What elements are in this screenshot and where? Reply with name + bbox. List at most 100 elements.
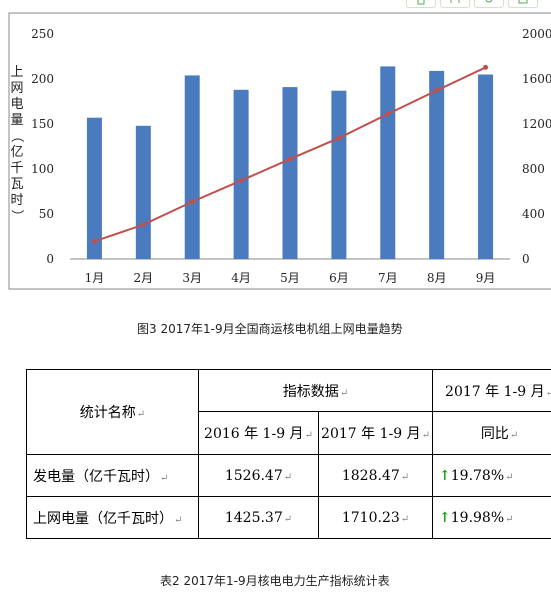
floating-toolbar bbox=[406, 0, 551, 10]
x-tick-label: 4月 bbox=[231, 271, 251, 285]
line-point bbox=[91, 238, 97, 244]
copy-icon[interactable] bbox=[406, 0, 436, 8]
return-mark: ↵ bbox=[505, 513, 514, 525]
line-point bbox=[385, 111, 391, 117]
y-tick-label: 150 bbox=[31, 117, 54, 131]
bar-series bbox=[86, 66, 494, 260]
bar bbox=[184, 75, 200, 260]
x-tick-label: 6月 bbox=[329, 271, 349, 285]
bar bbox=[135, 125, 151, 259]
x-tick-label: 2月 bbox=[134, 271, 154, 285]
line-point bbox=[189, 199, 195, 205]
row-2016: 1526.47↵ bbox=[198, 454, 319, 497]
power-trend-chart: 250 200 150 100 50 0 2000 1600 1200 800 400 0 1月 2月… bbox=[8, 12, 551, 290]
y-tick-label: 200 bbox=[31, 72, 54, 86]
y2-tick-label: 800 bbox=[522, 162, 545, 176]
y2-tick-label: 400 bbox=[522, 207, 545, 221]
return-mark: ↵ bbox=[400, 513, 410, 525]
y-tick-label: 0 bbox=[46, 252, 54, 266]
bar bbox=[429, 70, 445, 260]
table-subheader-row: 2016 年 1-9 月↵ 2017 年 1-9 月↵ 同比↵ bbox=[27, 411, 551, 455]
y-label-char: 量 bbox=[10, 113, 23, 128]
y2-tick-label: 0 bbox=[522, 252, 530, 266]
return-mark: ↵ bbox=[283, 471, 293, 483]
row-yoy: ↑19.78%↵ bbox=[432, 454, 551, 497]
header-name-label: 统计名称 bbox=[79, 405, 136, 421]
y2-tick-label: 1200 bbox=[522, 117, 551, 131]
return-mark: ↵ bbox=[304, 430, 313, 441]
table-row: 发电量（亿千瓦时）↵ 1526.47↵ 1828.47↵ ↑19.78%↵ bbox=[26, 454, 551, 497]
x-tick-label: 5月 bbox=[280, 271, 300, 285]
row-yoy-value: 19.78% bbox=[450, 467, 505, 484]
y-tick-label: 50 bbox=[39, 207, 54, 221]
header-2016-label: 2016 年 1-9 月 bbox=[204, 426, 304, 442]
left-y-axis: 250 200 150 100 50 0 bbox=[31, 27, 54, 266]
bar bbox=[478, 74, 494, 259]
y-tick-label: 250 bbox=[31, 27, 54, 41]
return-mark: ↵ bbox=[339, 387, 349, 399]
figure-caption: 图3 2017年1-9月全国商运核电机组上网电量趋势 bbox=[137, 322, 403, 336]
return-mark: ↵ bbox=[546, 388, 551, 399]
line-point bbox=[336, 135, 342, 141]
header-group: 指标数据↵ bbox=[197, 369, 434, 412]
note-icon[interactable] bbox=[508, 0, 538, 8]
row-2016: 1425.37↵ bbox=[198, 496, 319, 539]
y-label-char: （ bbox=[9, 129, 24, 142]
bar bbox=[282, 87, 298, 259]
y-label-char: 千 bbox=[10, 161, 23, 176]
header-group-label: 指标数据 bbox=[282, 383, 339, 400]
row-2017-value: 1828.47 bbox=[341, 467, 400, 484]
stats-table: 统计名称↵ 指标数据↵ 2017 年 1-9 月↵ 2016 年 1-9 月↵ … bbox=[26, 369, 551, 539]
bar bbox=[233, 89, 249, 259]
y2-tick-label: 1600 bbox=[522, 72, 551, 86]
header-yoy: 同比↵ bbox=[432, 411, 551, 455]
y-label-char: 网 bbox=[10, 81, 23, 96]
y-label-char: 电 bbox=[10, 97, 23, 112]
header-period: 2017 年 1-9 月↵ bbox=[432, 369, 551, 412]
up-arrow-icon: ↑ bbox=[439, 467, 451, 484]
row-2016-value: 1425.37 bbox=[224, 509, 283, 526]
bar bbox=[380, 66, 396, 260]
bar bbox=[331, 90, 347, 259]
row-name: 发电量（亿千瓦时）↵ bbox=[26, 454, 199, 497]
line-point bbox=[434, 87, 440, 93]
row-2017: 1710.23↵ bbox=[317, 496, 434, 539]
row-yoy: ↑19.98%↵ bbox=[432, 496, 551, 539]
line-point bbox=[287, 156, 293, 162]
x-tick-label: 9月 bbox=[476, 271, 496, 285]
up-arrow-icon: ↑ bbox=[439, 509, 451, 526]
return-mark: ↵ bbox=[509, 430, 519, 441]
line-point bbox=[238, 178, 244, 184]
share-icon[interactable] bbox=[474, 0, 504, 8]
expand-icon[interactable] bbox=[440, 0, 470, 8]
x-tick-label: 8月 bbox=[427, 271, 447, 285]
row-2017: 1828.47↵ bbox=[317, 454, 434, 497]
return-mark: ↵ bbox=[400, 471, 410, 483]
header-period-label: 2017 年 1-9 月 bbox=[445, 383, 545, 400]
x-tick-label: 1月 bbox=[85, 271, 105, 285]
header-2016: 2016 年 1-9 月↵ bbox=[198, 411, 319, 455]
row-2016-value: 1526.47 bbox=[224, 467, 283, 484]
y-label-char: 时 bbox=[10, 193, 23, 208]
y-tick-label: 100 bbox=[31, 162, 54, 176]
header-2017-label: 2017 年 1-9 月 bbox=[321, 426, 421, 442]
y-label-char: 瓦 bbox=[10, 177, 23, 192]
x-tick-label: 7月 bbox=[378, 271, 398, 285]
row-name-label: 发电量（亿千瓦时） bbox=[33, 468, 159, 485]
row-2017-value: 1710.23 bbox=[341, 509, 400, 526]
return-mark: ↵ bbox=[136, 409, 146, 420]
right-y-axis: 2000 1600 1200 800 400 0 bbox=[522, 27, 551, 266]
return-mark: ↵ bbox=[283, 513, 293, 525]
x-tick-label: 3月 bbox=[182, 271, 202, 285]
y-label-char: 亿 bbox=[10, 145, 23, 160]
header-name: 统计名称↵ bbox=[26, 369, 199, 455]
return-mark: ↵ bbox=[505, 471, 514, 483]
y-label-char: ） bbox=[9, 209, 24, 222]
row-name: 上网电量（亿千瓦时）↵ bbox=[26, 496, 199, 539]
return-mark: ↵ bbox=[160, 472, 169, 484]
line-series bbox=[91, 64, 489, 244]
y-label-char: 上 bbox=[10, 65, 23, 80]
row-name-label: 上网电量（亿千瓦时） bbox=[33, 510, 173, 527]
line-point bbox=[140, 222, 146, 228]
bar bbox=[86, 117, 102, 259]
